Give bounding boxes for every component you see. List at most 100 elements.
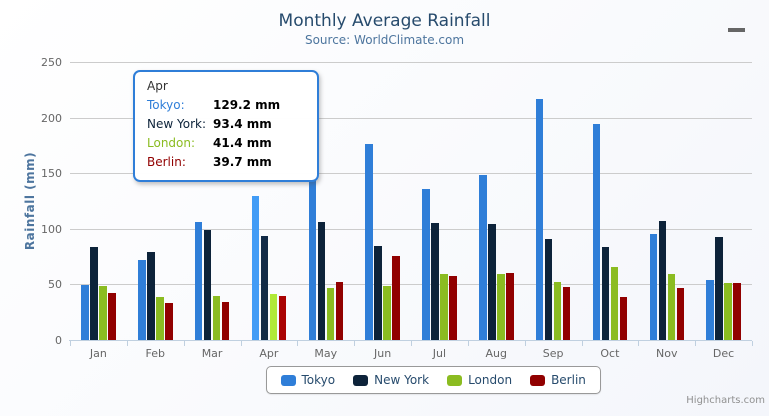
bar-london-apr[interactable] — [269, 293, 278, 340]
bar-berlin-mar[interactable] — [221, 301, 230, 340]
bar-tokyo-jan[interactable] — [81, 284, 89, 340]
tooltip-series-label: Berlin: — [147, 155, 186, 169]
legend-label: Berlin — [551, 373, 586, 387]
legend-item-berlin[interactable]: Berlin — [530, 373, 586, 387]
tooltip: Apr Tokyo: 129.2 mm New York: 93.4 mm London… — [133, 70, 319, 182]
x-axis-category-label: Jun — [373, 347, 392, 360]
bar-berlin-dec[interactable] — [733, 283, 741, 340]
hamburger-bar — [728, 28, 745, 32]
bar-tokyo-aug[interactable] — [479, 174, 487, 340]
x-axis-tick — [70, 341, 71, 346]
bar-tokyo-oct[interactable] — [592, 124, 601, 340]
gridline — [70, 173, 752, 175]
bar-new-york-sep[interactable] — [544, 238, 553, 340]
bar-london-jul[interactable] — [440, 274, 448, 340]
x-axis-category-label: Nov — [656, 347, 678, 360]
bar-tokyo-apr[interactable] — [251, 196, 260, 340]
tooltip-series-label: Tokyo: — [147, 98, 185, 112]
gridline — [70, 228, 752, 230]
bar-tokyo-feb[interactable] — [138, 260, 146, 340]
legend-swatch — [530, 374, 546, 386]
x-axis-tick — [752, 341, 753, 346]
legend-swatch — [280, 374, 296, 386]
y-axis-tick-label: 0 — [55, 334, 62, 347]
bar-new-york-nov[interactable] — [658, 221, 666, 340]
x-axis-category-label: Jul — [432, 347, 447, 360]
bar-new-york-dec[interactable] — [715, 237, 723, 340]
bar-new-york-may[interactable] — [317, 222, 325, 340]
tooltip-header: Apr — [147, 79, 168, 93]
bar-london-sep[interactable] — [553, 281, 562, 340]
bar-tokyo-jul[interactable] — [422, 189, 430, 340]
hamburger-icon[interactable] — [727, 19, 751, 41]
bar-berlin-jun[interactable] — [392, 256, 400, 340]
bar-new-york-oct[interactable] — [601, 247, 610, 340]
chart-subtitle: Source: WorldClimate.com — [304, 33, 465, 47]
bar-new-york-apr[interactable] — [260, 236, 269, 340]
tooltip-row-london: London: 41.4 mm — [147, 134, 305, 153]
x-axis-category-label: Jan — [89, 347, 107, 360]
legend-item-london[interactable]: London — [447, 373, 512, 387]
x-axis-tick — [126, 341, 128, 346]
bar-tokyo-sep[interactable] — [535, 99, 544, 340]
bar-berlin-sep[interactable] — [562, 287, 571, 340]
tooltip-series-label: London: — [147, 136, 196, 150]
x-axis-tick — [240, 341, 242, 346]
bar-london-aug[interactable] — [497, 273, 505, 340]
legend-swatch — [353, 374, 369, 386]
bar-berlin-jan[interactable] — [108, 292, 116, 340]
bar-berlin-oct[interactable] — [619, 296, 628, 340]
x-axis-category-label: Feb — [145, 347, 165, 360]
bar-tokyo-mar[interactable] — [194, 221, 203, 340]
bar-london-oct[interactable] — [610, 267, 619, 340]
tooltip-series-value: 129.2 mm — [213, 98, 281, 112]
tooltip-rows: Tokyo: 129.2 mm New York: 93.4 mm London: 41.… — [147, 96, 305, 172]
gridline — [70, 284, 752, 286]
bar-new-york-jan[interactable] — [90, 247, 98, 340]
bar-london-mar[interactable] — [212, 296, 221, 340]
bar-tokyo-may[interactable] — [308, 179, 316, 340]
x-axis-tick — [354, 341, 356, 346]
x-axis-category-label: Sep — [542, 347, 564, 360]
bar-berlin-aug[interactable] — [506, 272, 514, 340]
bar-tokyo-nov[interactable] — [649, 233, 657, 340]
legend-item-tokyo[interactable]: Tokyo — [280, 373, 335, 387]
bar-berlin-apr[interactable] — [278, 295, 287, 340]
bar-new-york-jul[interactable] — [431, 223, 439, 340]
bar-berlin-feb[interactable] — [165, 303, 173, 340]
bar-new-york-jun[interactable] — [374, 246, 382, 340]
x-axis-category-label: Oct — [600, 347, 620, 360]
bar-new-york-feb[interactable] — [147, 252, 155, 340]
x-axis-tick — [581, 341, 583, 346]
bar-berlin-may[interactable] — [335, 281, 343, 340]
chart-title: Monthly Average Rainfall — [278, 11, 491, 31]
bar-tokyo-jun[interactable] — [365, 144, 373, 340]
bar-london-feb[interactable] — [156, 296, 164, 340]
bar-berlin-jul[interactable] — [449, 276, 457, 340]
y-axis-tick-label: 250 — [41, 56, 62, 69]
bar-new-york-aug[interactable] — [488, 224, 496, 340]
bar-london-may[interactable] — [326, 287, 334, 340]
x-axis-category-label: May — [314, 347, 338, 360]
bar-tokyo-dec[interactable] — [706, 279, 714, 340]
bar-berlin-nov[interactable] — [676, 287, 684, 340]
bar-london-jan[interactable] — [99, 285, 107, 340]
credits-link[interactable]: Highcharts.com — [686, 395, 765, 406]
x-axis-category-label: Aug — [485, 347, 507, 360]
x-axis-tick — [524, 341, 526, 346]
x-axis-category-label: Mar — [201, 347, 223, 360]
x-axis-category-label: Apr — [259, 347, 279, 360]
x-axis-tick — [297, 341, 299, 346]
legend: Tokyo New York London Berlin — [265, 366, 601, 394]
bar-london-jun[interactable] — [383, 286, 391, 340]
gridline — [70, 62, 752, 63]
legend-swatch — [447, 374, 463, 386]
x-axis-tick — [695, 341, 697, 346]
x-axis-tick — [411, 341, 412, 346]
y-axis-tick-label: 100 — [41, 222, 62, 236]
legend-item-new-york[interactable]: New York — [353, 373, 429, 387]
bar-new-york-mar[interactable] — [203, 230, 212, 340]
y-axis-tick-label: 50 — [48, 278, 62, 292]
bar-london-dec[interactable] — [724, 283, 732, 340]
bar-london-nov[interactable] — [667, 274, 675, 340]
